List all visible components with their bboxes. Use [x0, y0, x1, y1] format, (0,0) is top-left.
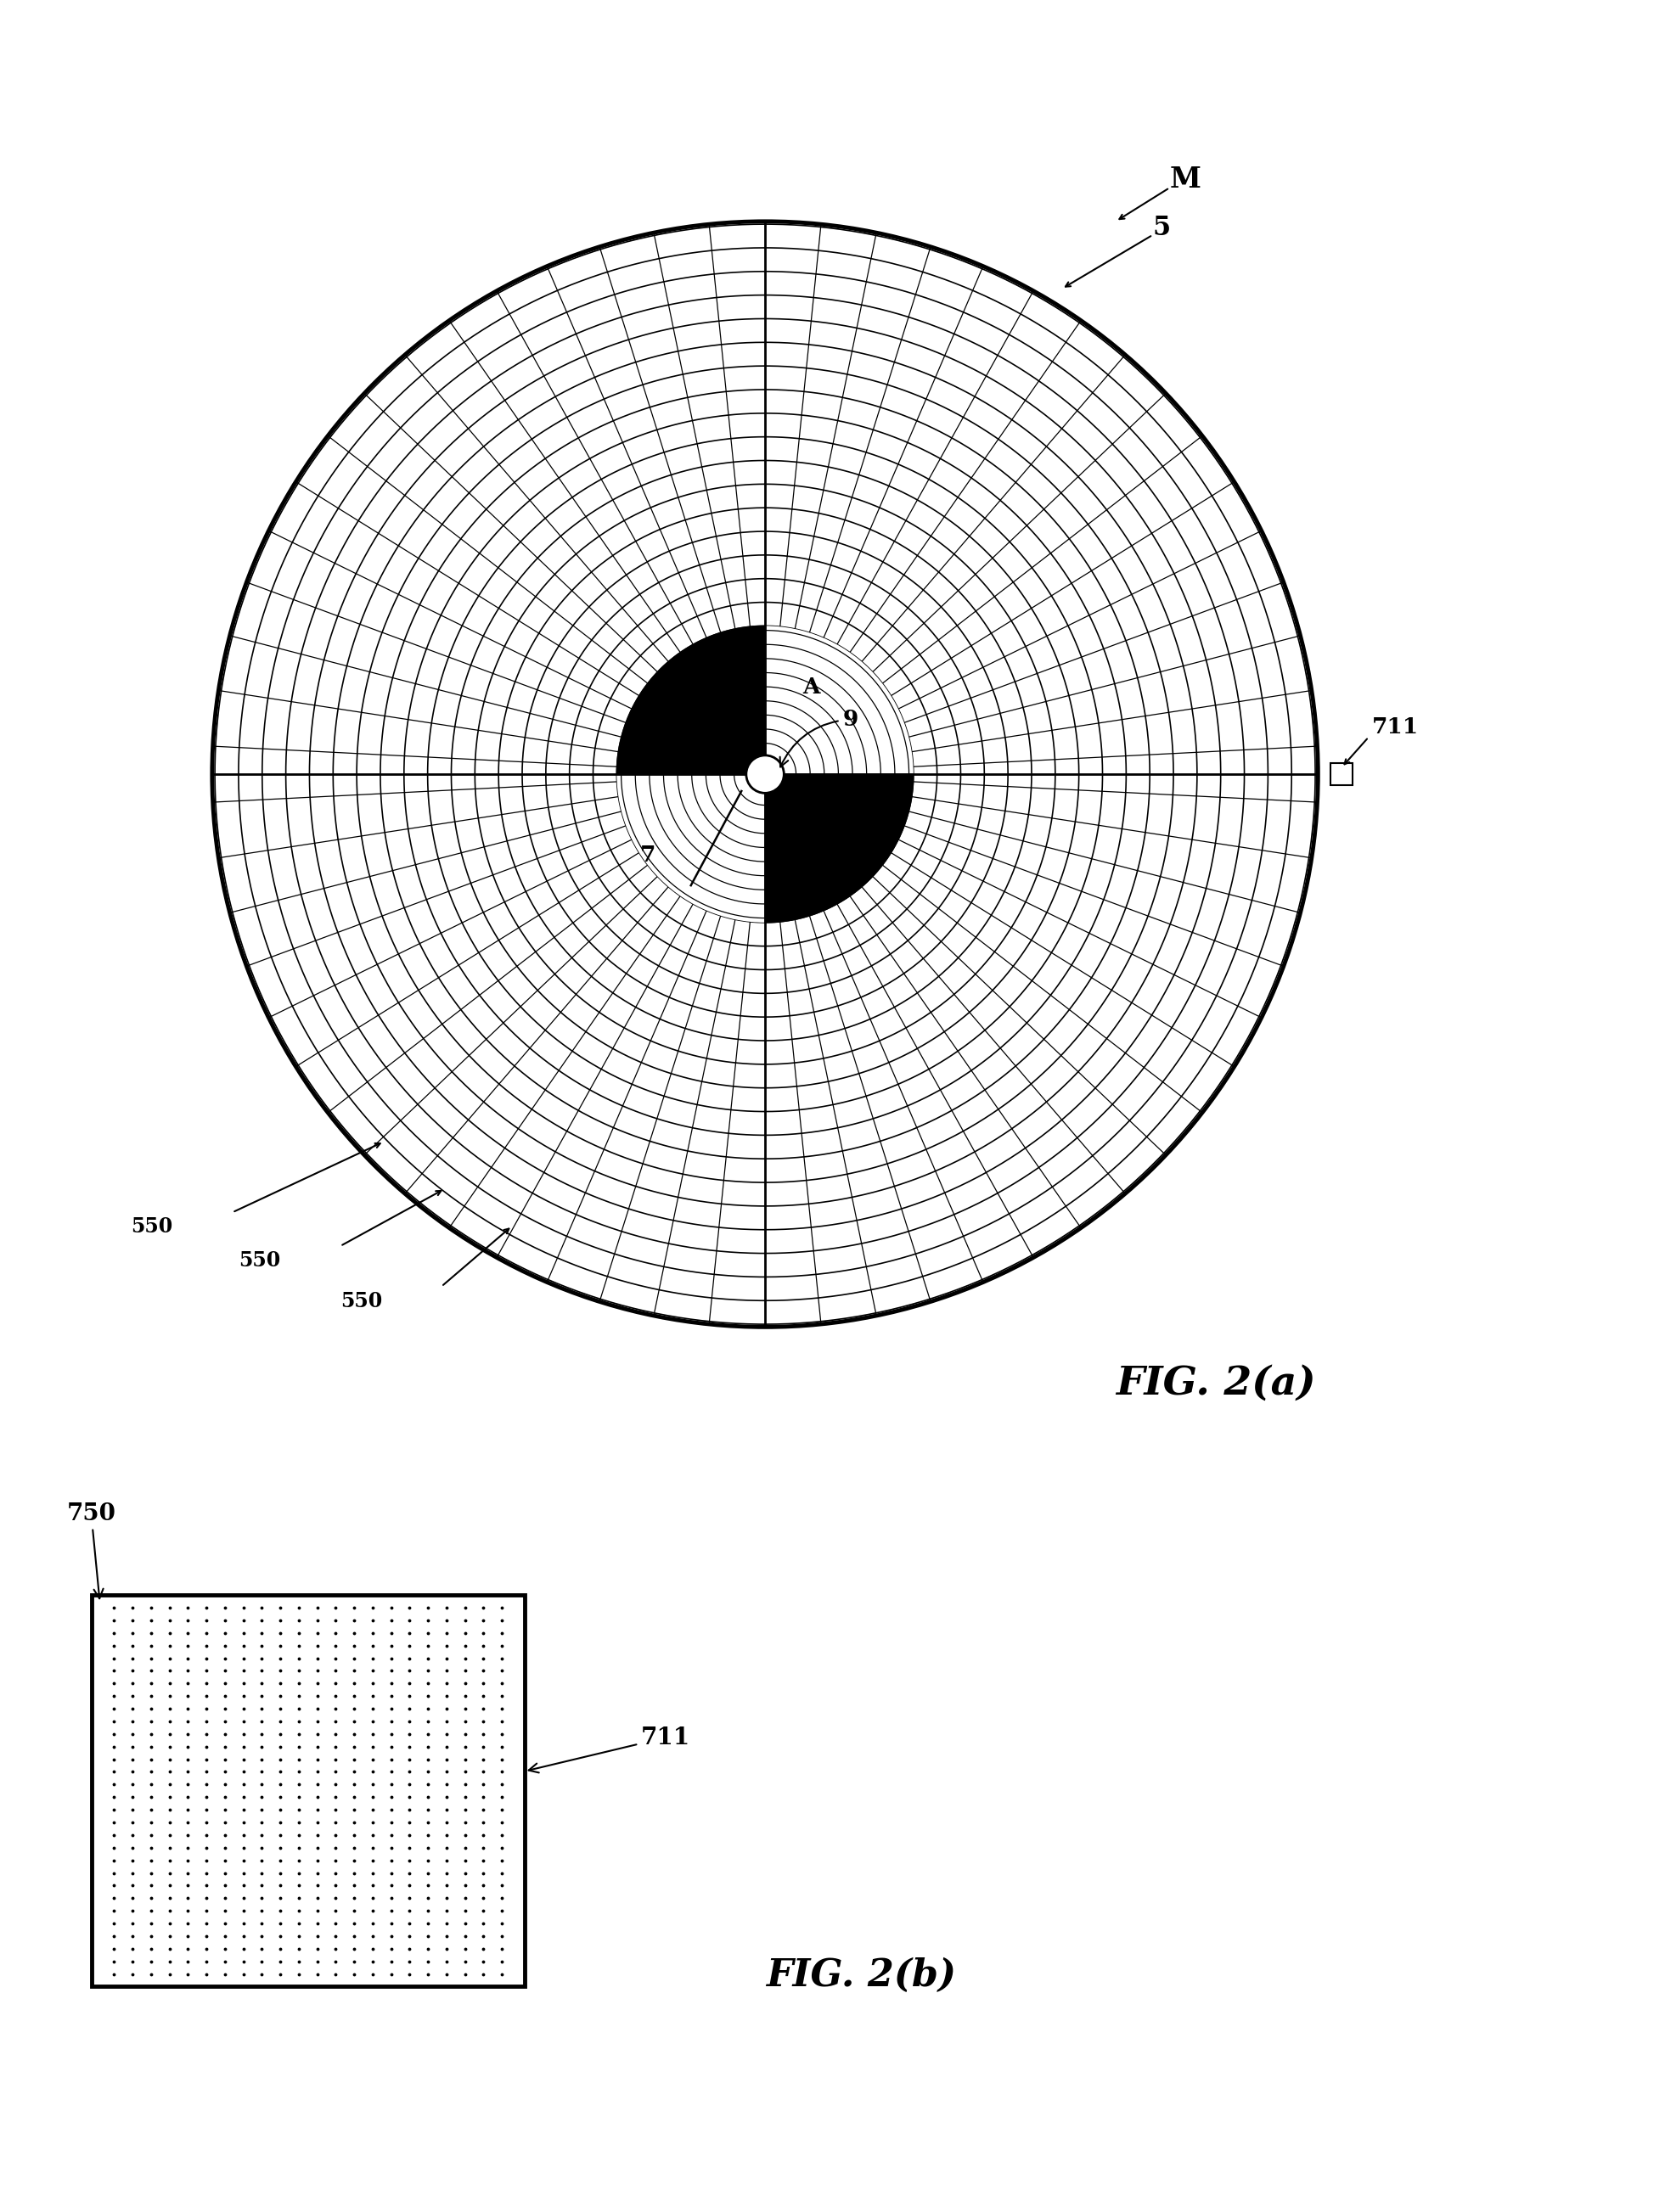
- Text: 750: 750: [67, 1502, 117, 1599]
- Text: 550: 550: [240, 1250, 281, 1270]
- Text: A: A: [803, 677, 819, 697]
- Text: FIG. 2(b): FIG. 2(b): [766, 1958, 956, 1993]
- Text: M: M: [1170, 166, 1200, 195]
- Text: 9: 9: [779, 708, 857, 768]
- Text: 7: 7: [641, 845, 656, 867]
- Text: 550: 550: [340, 1290, 381, 1312]
- Text: 711: 711: [529, 1725, 691, 1772]
- Text: FIG. 2(a): FIG. 2(a): [1116, 1365, 1315, 1402]
- Polygon shape: [616, 626, 764, 774]
- Text: 711: 711: [1372, 717, 1419, 739]
- Text: 5: 5: [1152, 215, 1170, 241]
- Text: 550: 550: [132, 1217, 173, 1237]
- Circle shape: [616, 626, 914, 922]
- Bar: [92, 1595, 524, 1986]
- Circle shape: [746, 754, 784, 794]
- Bar: [1330, 763, 1352, 785]
- Polygon shape: [764, 774, 914, 922]
